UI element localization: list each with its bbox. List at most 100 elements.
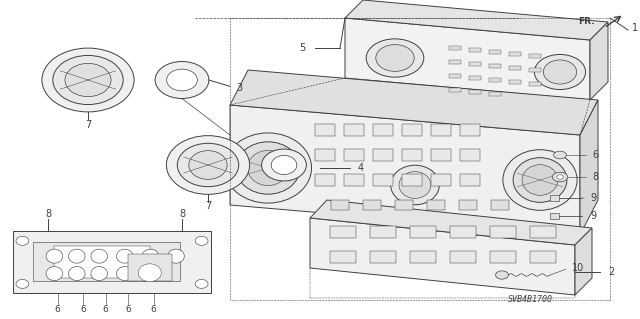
Bar xyxy=(344,149,364,161)
Text: 4: 4 xyxy=(358,163,364,173)
Bar xyxy=(33,242,180,281)
Text: 6: 6 xyxy=(55,305,60,314)
Bar xyxy=(403,124,422,136)
Bar xyxy=(54,246,150,278)
Text: 9: 9 xyxy=(590,193,596,203)
Ellipse shape xyxy=(376,45,414,71)
Bar xyxy=(431,149,451,161)
Ellipse shape xyxy=(46,267,63,281)
Bar xyxy=(529,54,541,58)
Bar xyxy=(460,174,479,186)
Bar xyxy=(469,90,481,94)
Bar xyxy=(403,174,422,186)
Ellipse shape xyxy=(65,63,111,97)
Ellipse shape xyxy=(155,62,209,99)
Text: 6: 6 xyxy=(592,150,598,160)
Bar xyxy=(489,92,500,96)
Ellipse shape xyxy=(513,158,567,202)
Text: 1: 1 xyxy=(632,23,638,33)
Bar xyxy=(449,46,461,50)
Bar xyxy=(509,80,521,84)
Polygon shape xyxy=(310,200,592,245)
Text: SVB4B1700: SVB4B1700 xyxy=(508,295,552,305)
Bar xyxy=(128,254,172,281)
Bar xyxy=(331,200,349,210)
Bar xyxy=(449,60,461,64)
Bar xyxy=(460,124,479,136)
Polygon shape xyxy=(230,70,598,135)
Bar xyxy=(316,149,335,161)
Ellipse shape xyxy=(138,264,161,282)
Ellipse shape xyxy=(46,249,63,263)
Ellipse shape xyxy=(390,165,439,205)
Bar xyxy=(529,68,541,72)
Ellipse shape xyxy=(557,175,563,179)
Ellipse shape xyxy=(399,172,431,198)
Bar xyxy=(530,226,556,238)
Bar xyxy=(13,231,211,293)
Ellipse shape xyxy=(236,142,300,194)
Ellipse shape xyxy=(166,69,197,91)
Bar xyxy=(450,226,476,238)
Bar xyxy=(363,200,381,210)
Bar xyxy=(550,213,559,219)
Bar xyxy=(316,174,335,186)
Polygon shape xyxy=(575,228,592,295)
Ellipse shape xyxy=(225,133,312,203)
Bar xyxy=(344,174,364,186)
Bar xyxy=(491,200,509,210)
Bar xyxy=(373,149,392,161)
Bar xyxy=(330,251,356,263)
Ellipse shape xyxy=(195,279,208,288)
Ellipse shape xyxy=(16,279,29,288)
Ellipse shape xyxy=(271,155,297,174)
Ellipse shape xyxy=(189,151,227,179)
Text: 3: 3 xyxy=(236,83,243,93)
Bar xyxy=(460,149,479,161)
Ellipse shape xyxy=(522,165,558,195)
Ellipse shape xyxy=(503,150,577,210)
Text: 6: 6 xyxy=(125,305,131,314)
Text: 5: 5 xyxy=(299,43,305,53)
Text: 10: 10 xyxy=(572,263,585,273)
Ellipse shape xyxy=(142,249,159,263)
Polygon shape xyxy=(345,0,608,40)
Bar xyxy=(431,174,451,186)
Bar xyxy=(330,226,356,238)
Ellipse shape xyxy=(16,236,29,245)
Ellipse shape xyxy=(116,249,133,263)
Text: 8: 8 xyxy=(179,209,186,219)
Ellipse shape xyxy=(168,249,184,263)
Bar xyxy=(431,124,451,136)
Ellipse shape xyxy=(68,249,85,263)
Ellipse shape xyxy=(52,56,123,105)
Bar xyxy=(469,76,481,80)
Bar xyxy=(410,251,436,263)
Ellipse shape xyxy=(262,149,307,181)
Text: 9: 9 xyxy=(590,211,596,221)
Bar xyxy=(489,64,500,68)
Bar xyxy=(449,74,461,78)
Text: 2: 2 xyxy=(608,267,614,277)
Bar xyxy=(489,50,500,54)
Ellipse shape xyxy=(366,39,424,77)
Text: 6: 6 xyxy=(81,305,86,314)
Ellipse shape xyxy=(91,249,108,263)
Bar xyxy=(449,88,461,92)
Bar xyxy=(370,226,396,238)
Bar xyxy=(316,124,335,136)
Text: 8: 8 xyxy=(592,172,598,182)
Text: 7: 7 xyxy=(205,202,211,211)
Polygon shape xyxy=(590,22,608,100)
Bar xyxy=(550,195,559,201)
Ellipse shape xyxy=(495,271,508,279)
Bar xyxy=(370,251,396,263)
Ellipse shape xyxy=(177,143,239,187)
Ellipse shape xyxy=(554,151,566,159)
Bar xyxy=(395,200,413,210)
Ellipse shape xyxy=(248,151,289,186)
Ellipse shape xyxy=(68,267,85,281)
Bar xyxy=(459,200,477,210)
Bar xyxy=(450,251,476,263)
Bar xyxy=(489,78,500,82)
